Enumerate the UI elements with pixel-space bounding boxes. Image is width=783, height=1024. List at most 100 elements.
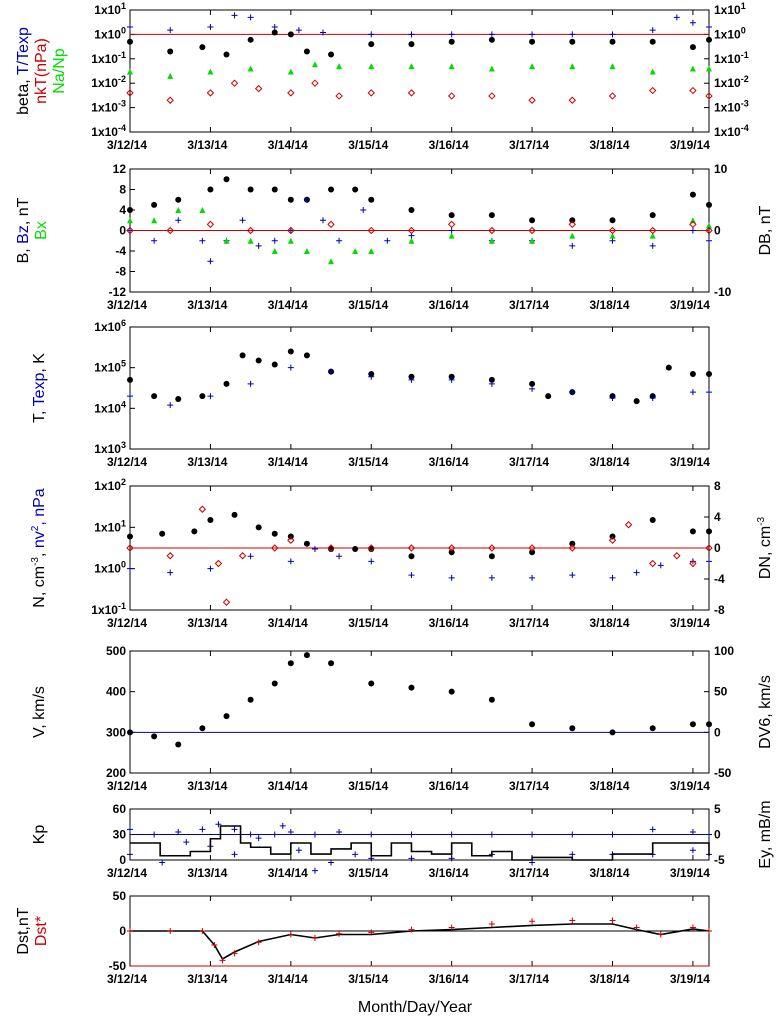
data-point: [231, 950, 238, 957]
data-point: [488, 831, 495, 838]
y-tick-label-left: 1x102: [94, 477, 126, 493]
data-point: [633, 924, 640, 931]
data-point: [649, 725, 656, 732]
x-tick-label: 3/14/14: [268, 972, 308, 986]
data-point: [175, 217, 182, 224]
data-point: [271, 530, 278, 537]
data-point: [448, 924, 455, 931]
x-tick-label: 3/13/14: [187, 455, 227, 469]
data-point: [287, 89, 295, 97]
data-point: [167, 569, 174, 576]
data-point: [447, 544, 456, 552]
data-point: [408, 237, 415, 244]
series-n: [127, 511, 712, 560]
data-point: [207, 565, 214, 572]
x-tick-label: 3/12/14: [107, 138, 147, 152]
y-tick-label-left: 500: [106, 644, 126, 658]
data-point: [689, 86, 697, 95]
data-point: [175, 741, 182, 748]
data-point: [488, 376, 495, 383]
data-point: [287, 237, 294, 244]
data-point: [287, 533, 294, 540]
data-point: [311, 79, 319, 87]
y-tick-label-left: -8: [115, 265, 126, 279]
data-point: [408, 926, 415, 933]
data-point: [408, 553, 415, 560]
data-point: [231, 826, 238, 833]
data-point: [569, 851, 576, 858]
data-point: [408, 63, 415, 70]
data-point: [167, 48, 174, 55]
data-point: [488, 226, 496, 235]
data-point: [488, 553, 495, 560]
y-tick-label-left: 1x10-2: [91, 74, 126, 90]
x-tick-label: 3/19/14: [670, 866, 710, 880]
y-tick-label-right: -5: [714, 853, 725, 867]
data-point: [368, 63, 375, 70]
data-point: [222, 598, 231, 606]
data-point: [336, 828, 343, 835]
data-point: [255, 835, 262, 842]
y-tick-label-right: 1x10-3: [714, 99, 749, 115]
data-point: [295, 27, 302, 34]
data-point: [689, 227, 696, 234]
data-point: [271, 29, 278, 36]
data-point: [207, 258, 214, 265]
x-tick-label: 3/16/14: [429, 138, 469, 152]
series-b: [127, 176, 712, 224]
data-point: [529, 574, 536, 581]
x-tick-label: 3/18/14: [589, 138, 629, 152]
data-point: [367, 89, 375, 97]
data-point: [214, 559, 223, 568]
data-point: [569, 217, 576, 224]
data-point: [706, 558, 712, 565]
data-point: [408, 572, 415, 579]
data-point: [529, 63, 536, 70]
data-point: [407, 89, 416, 97]
data-point: [207, 517, 214, 524]
data-point: [608, 92, 617, 100]
data-point: [706, 528, 712, 535]
data-point: [127, 217, 133, 224]
data-point: [151, 237, 158, 244]
data-point: [247, 36, 254, 43]
panel-3: 3/12/14 3/13/14 3/14/14 3/15/14 3/16/14 3/17/…: [31, 326, 712, 469]
y-tick-label-right: 1x10-1: [714, 50, 749, 66]
data-point: [127, 729, 133, 736]
y-axis-label-left: B, Bz, nT: [15, 197, 32, 263]
data-point: [448, 31, 455, 38]
y-axis-label-left: T, Texp, K: [31, 353, 48, 423]
y-tick-label-right: 8: [714, 479, 721, 493]
data-point: [408, 831, 415, 838]
x-tick-label: 3/16/14: [429, 779, 469, 793]
data-point: [311, 61, 318, 68]
data-point: [328, 368, 335, 375]
plot-frame: [129, 9, 710, 133]
data-point: [448, 831, 455, 838]
y-tick-label-left: -50: [109, 959, 127, 973]
data-point: [311, 867, 318, 874]
x-tick-label: 3/13/14: [187, 972, 227, 986]
data-point: [166, 226, 174, 235]
data-point: [689, 558, 696, 565]
data-point: [657, 562, 664, 569]
x-tick-label: 3/18/14: [589, 779, 629, 793]
data-point: [175, 196, 182, 203]
data-point: [151, 201, 158, 208]
data-point: [223, 176, 230, 183]
y-tick-label-right: 50: [714, 685, 728, 699]
y-tick-label-left: 8: [119, 183, 126, 197]
data-point: [127, 826, 133, 833]
data-point: [287, 828, 294, 835]
data-point: [408, 373, 415, 380]
data-point: [568, 96, 576, 104]
data-point: [199, 237, 206, 244]
data-point: [287, 226, 295, 235]
data-point: [336, 63, 343, 70]
panel-7: 3/12/14 3/13/14 3/14/14 3/15/14 3/16/14 3/17/…: [15, 895, 712, 986]
data-point: [488, 696, 495, 703]
data-point: [706, 24, 712, 31]
data-point: [247, 186, 254, 193]
data-point: [528, 226, 536, 235]
data-point: [151, 733, 158, 740]
